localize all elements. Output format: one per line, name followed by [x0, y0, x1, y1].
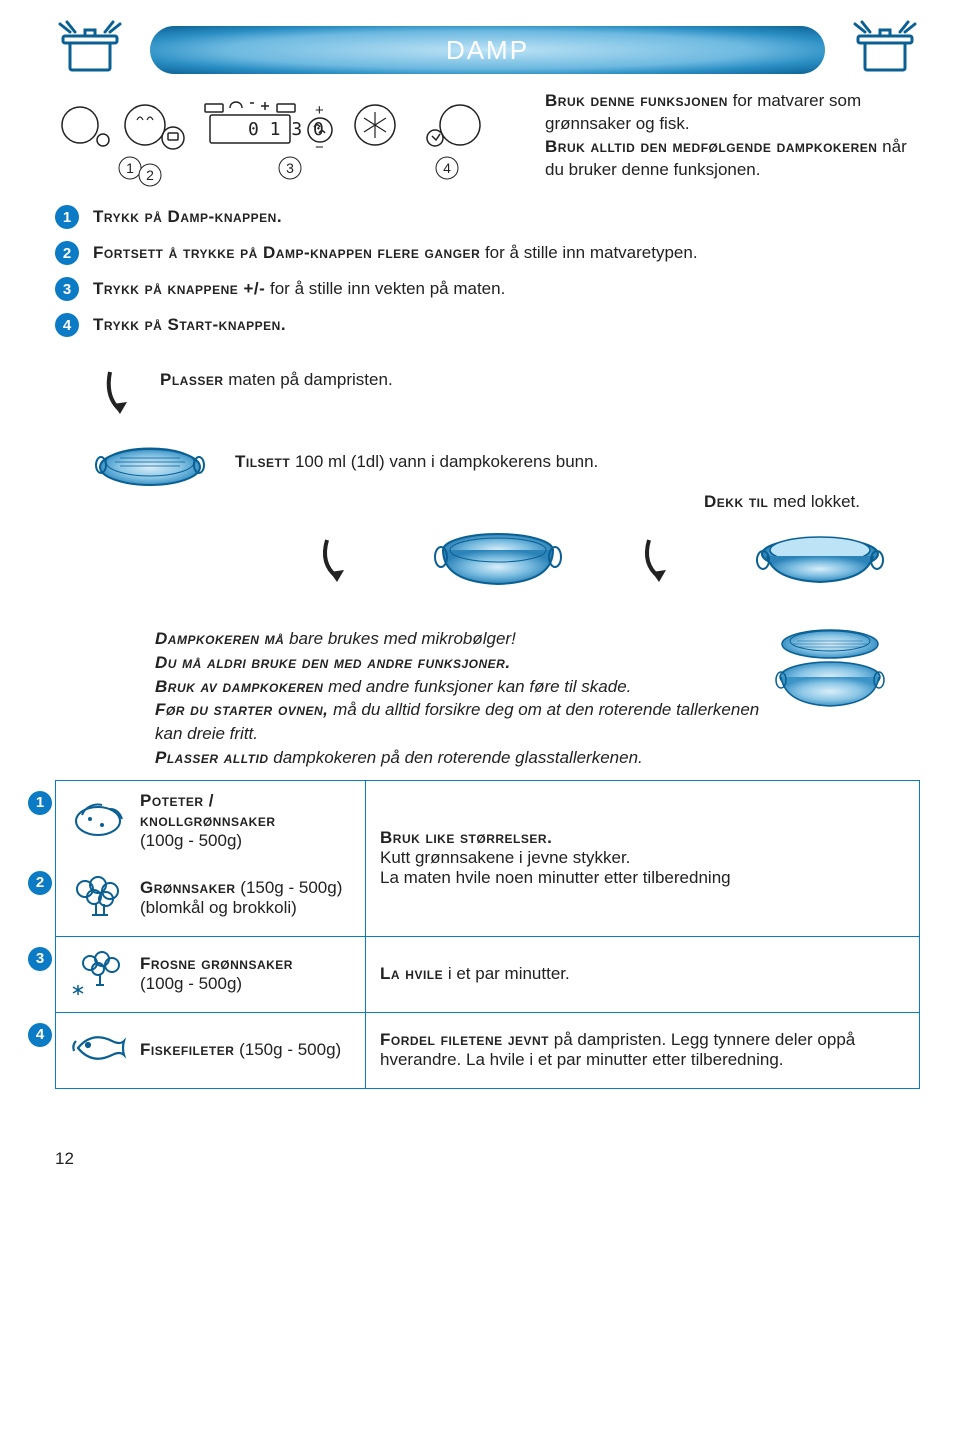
- table-row: 1 Poteter / knollgrønnsaker (100g - 500g…: [56, 780, 920, 861]
- svg-text:3: 3: [286, 160, 294, 176]
- step-4: 4 Trykk på Start-knappen.: [55, 313, 920, 337]
- step-3: 3 Trykk på knappene +/- for å stille inn…: [55, 277, 920, 301]
- frozen-broccoli-icon: [70, 947, 130, 1002]
- step-num-2: 2: [55, 241, 79, 265]
- steamer-set-icon: [775, 622, 885, 719]
- steamer-bottom-icon: [433, 522, 563, 597]
- steam-process: Plasser maten på dampristen. Tilsett 100…: [95, 362, 920, 597]
- row-num-2: 2: [28, 871, 52, 895]
- svg-text:4: 4: [443, 160, 451, 176]
- row-num-3: 3: [28, 947, 52, 971]
- pot-steam-icon-left: [55, 20, 125, 80]
- svg-text:2: 2: [146, 167, 154, 183]
- potato-icon: [70, 793, 130, 848]
- table-row: 4 Fiskefileter (150g - 500g) Fordel file…: [56, 1012, 920, 1088]
- broccoli-icon: [70, 871, 130, 926]
- arrow-down-icon: [95, 362, 145, 422]
- display-digits: 0 1 3 0: [248, 119, 324, 140]
- fish-icon: [70, 1023, 130, 1078]
- row-num-1: 1: [28, 791, 52, 815]
- intro-sc-1: Bruk denne funksjonen: [545, 91, 728, 110]
- warnings-text: Dampkokeren må bare brukes med mikrobølg…: [155, 627, 775, 770]
- step-list: 1 Trykk på Damp-knappen. 2 Fortsett å tr…: [55, 205, 920, 337]
- intro-text: Bruk denne funksjonen for matvarer som g…: [515, 90, 920, 182]
- row-num-4: 4: [28, 1023, 52, 1047]
- control-panel-diagram: + − 0 1 3 0 1 2 3: [55, 90, 515, 190]
- step-2: 2 Fortsett å trykke på Damp-knappen fler…: [55, 241, 920, 265]
- step-num-4: 4: [55, 313, 79, 337]
- svg-text:1: 1: [126, 160, 134, 176]
- food-table: 1 Poteter / knollgrønnsaker (100g - 500g…: [55, 780, 920, 1089]
- svg-text:+: +: [315, 102, 324, 119]
- page-number: 12: [55, 1149, 920, 1169]
- page-title: DAMP: [150, 26, 825, 74]
- control-panel-row: + − 0 1 3 0 1 2 3: [55, 90, 920, 190]
- steamer-lid-icon: [755, 522, 885, 597]
- step-num-3: 3: [55, 277, 79, 301]
- pot-steam-icon-right: [850, 20, 920, 80]
- table-row: 3 Frosne grønnsaker (100g - 500g) La hvi…: [56, 936, 920, 1012]
- intro-sc-2: Bruk alltid den medfølgende dampkokeren: [545, 137, 877, 156]
- step-1: 1 Trykk på Damp-knappen.: [55, 205, 920, 229]
- svg-text:−: −: [315, 139, 324, 156]
- arrow-down-icon: [634, 532, 684, 587]
- steamer-grid-icon: [95, 432, 205, 492]
- arrow-down-icon: [312, 532, 362, 587]
- step-num-1: 1: [55, 205, 79, 229]
- title-row: DAMP: [55, 20, 920, 80]
